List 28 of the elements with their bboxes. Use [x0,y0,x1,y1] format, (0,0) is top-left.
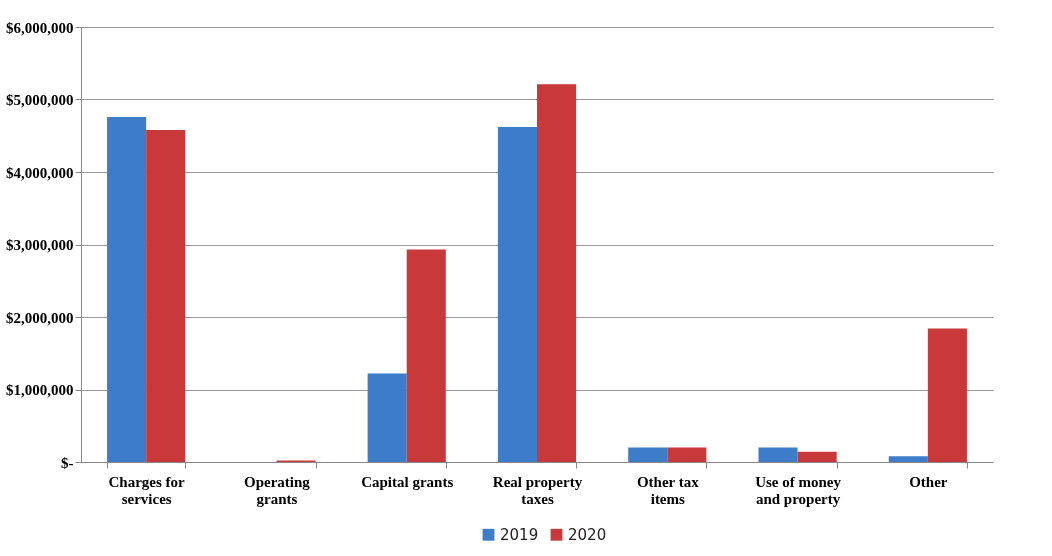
y-tick-label: $6,000,000 [6,19,74,36]
bar [406,249,446,462]
x-tick-label: Other tax items [636,473,700,507]
y-tick-label: $3,000,000 [6,237,74,253]
x-tick-label: Charges for services [108,473,186,507]
bar [497,127,537,462]
bar [888,456,928,462]
y-tick-label: $4,000,000 [6,164,74,181]
bar [367,373,407,462]
bar [667,447,707,462]
bar [758,447,798,462]
bar [927,328,967,462]
bar [628,447,668,462]
y-tick-label: $1,000,000 [6,382,74,398]
y-tick-label: $2,000,000 [6,309,74,326]
bar [146,129,186,462]
legend-label: 2019 [500,525,539,544]
y-tick-label: $- [61,454,74,471]
y-tick-label: $5,000,000 [6,92,74,108]
bar [107,116,147,462]
bar [537,84,577,462]
x-tick-label: Real property taxes [492,473,583,507]
x-tick-label: Operating grants [244,473,311,507]
x-tick-label: Use of money and property [755,473,842,507]
x-tick-label: Capital grants [361,473,454,490]
x-tick-label: Other [909,473,948,490]
bar [797,451,837,462]
legend-label: 2020 [568,525,607,544]
